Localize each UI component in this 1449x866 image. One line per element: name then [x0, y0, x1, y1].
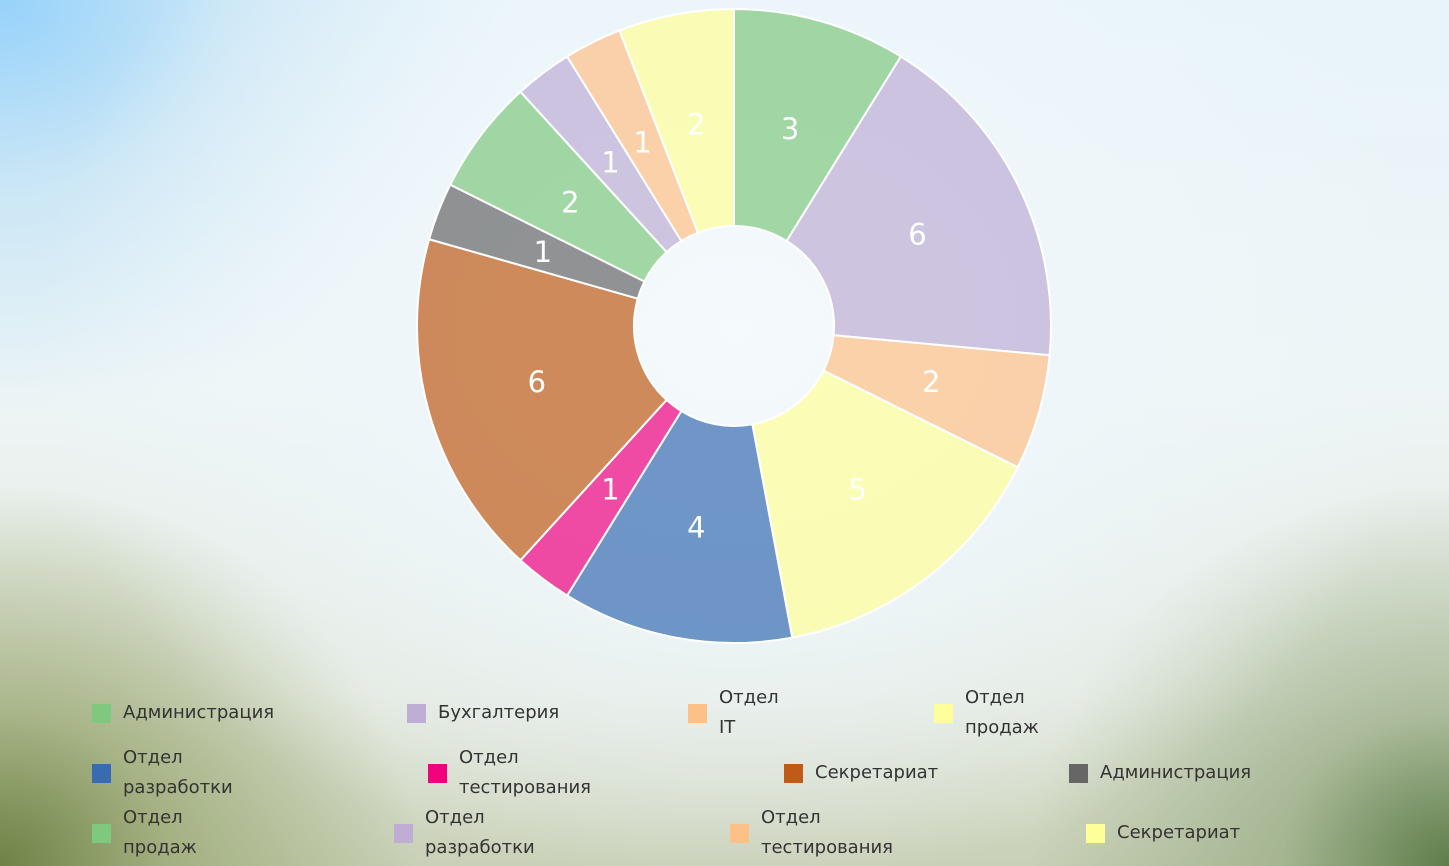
slice-value-label-12: 2 [687, 107, 705, 141]
legend-swatch [784, 763, 803, 783]
legend-label: Секретариат [1117, 822, 1241, 843]
slice-value-label-7: 6 [528, 365, 546, 399]
slice-value-label-9: 2 [561, 185, 579, 219]
legend-label: Бухгалтерия [438, 702, 560, 723]
legend-swatch [92, 703, 111, 723]
legend-label: Отдел IT [719, 687, 779, 738]
legend-swatch [1086, 823, 1105, 843]
legend-swatch [1069, 763, 1088, 783]
legend-swatch [394, 823, 413, 843]
slices-layer [415, 7, 1053, 644]
pie-slice-1[interactable] [733, 7, 903, 243]
slice-value-label-11: 1 [633, 125, 651, 159]
legend-item-12[interactable]: Секретариат [1086, 818, 1240, 848]
slice-value-label-6: 1 [601, 473, 619, 507]
legend-swatch [92, 823, 111, 843]
legend-swatch [730, 823, 749, 843]
legend-label: Отдел продаж [123, 807, 197, 858]
legend-item-5[interactable]: Отдел разработки [92, 743, 233, 803]
legend-item-6[interactable]: Отдел тестирования [428, 743, 591, 803]
slice-value-label-2: 6 [908, 218, 926, 252]
legend-item-2[interactable]: Бухгалтерия [407, 698, 559, 728]
legend-swatch [92, 763, 111, 783]
legend-label: Отдел разработки [425, 807, 535, 858]
legend-swatch [407, 703, 426, 723]
slice-value-label-1: 3 [781, 112, 799, 146]
slice-value-label-10: 1 [601, 145, 619, 179]
legend-swatch [934, 703, 953, 723]
pie-slice-5[interactable] [565, 409, 794, 644]
legend-item-8[interactable]: Администрация [1069, 758, 1251, 788]
legend-label: Секретариат [815, 762, 939, 783]
pie-slice-12[interactable] [618, 7, 735, 235]
slice-value-label-3: 2 [922, 365, 940, 399]
legend-label: Администрация [1100, 762, 1252, 783]
legend-item-1[interactable]: Администрация [92, 698, 274, 728]
pie-slice-4[interactable] [751, 369, 1020, 639]
legend-swatch [688, 703, 707, 723]
legend-item-7[interactable]: Секретариат [784, 758, 938, 788]
legend-label: Отдел продаж [965, 687, 1039, 738]
legend-item-9[interactable]: Отдел продаж [92, 803, 197, 863]
legend-item-10[interactable]: Отдел разработки [394, 803, 535, 863]
legend-item-11[interactable]: Отдел тестирования [730, 803, 893, 863]
slice-value-label-4: 5 [848, 473, 866, 507]
legend-label: Отдел тестирования [459, 747, 592, 798]
pie-slice-2[interactable] [785, 55, 1053, 357]
slice-value-label-8: 1 [534, 235, 552, 269]
legend-swatch [428, 763, 447, 783]
legend-label: Отдел разработки [123, 747, 233, 798]
legend-item-4[interactable]: Отдел продаж [934, 683, 1039, 743]
pie-slice-7[interactable] [415, 238, 669, 562]
legend-label: Отдел тестирования [761, 807, 894, 858]
legend-item-3[interactable]: Отдел IT [688, 683, 779, 743]
slice-value-label-5: 4 [687, 511, 705, 545]
legend-label: Администрация [123, 702, 275, 723]
